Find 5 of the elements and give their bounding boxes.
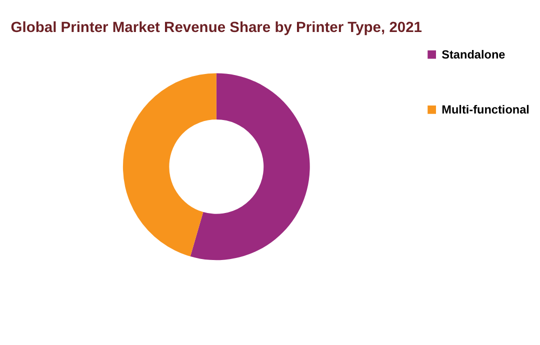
legend-label: Multi-functional	[442, 102, 530, 117]
legend-label: Standalone	[442, 48, 506, 62]
donut-slice	[190, 73, 310, 260]
chart-title: Global Printer Market Revenue Share by Printer Type, 2021	[10, 20, 422, 36]
donut-slice	[122, 73, 216, 256]
